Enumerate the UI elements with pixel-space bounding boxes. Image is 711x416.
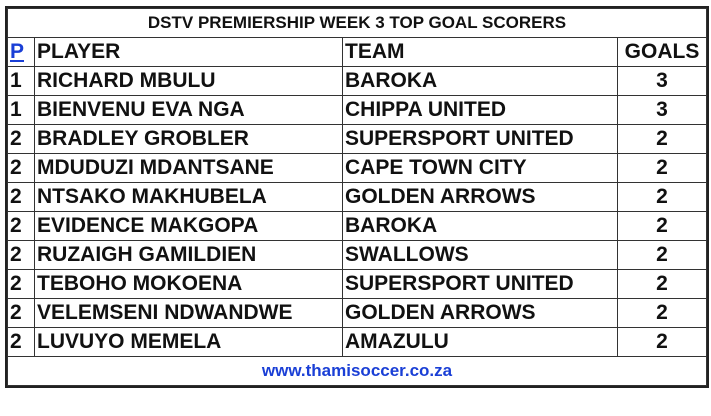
position-cell: 2	[7, 153, 35, 183]
team-cell: GOLDEN ARROWS	[342, 182, 618, 212]
player-cell: BRADLEY GROBLER	[34, 124, 343, 154]
position-cell: 1	[7, 66, 35, 96]
goals-cell: 2	[617, 269, 707, 299]
position-header-link[interactable]: P	[10, 40, 25, 63]
team-cell: BAROKA	[342, 66, 618, 96]
team-cell: GOLDEN ARROWS	[342, 298, 618, 328]
position-cell: 2	[7, 211, 35, 241]
goals-header: GOALS	[617, 37, 707, 67]
player-cell: NTSAKO MAKHUBELA	[34, 182, 343, 212]
team-header: TEAM	[342, 37, 618, 67]
website-footer: www.thamisoccer.co.za	[7, 356, 707, 386]
table-row: 2 NTSAKO MAKHUBELA GOLDEN ARROWS 2	[7, 182, 707, 212]
goals-cell: 2	[617, 298, 707, 328]
position-cell: 1	[7, 95, 35, 125]
position-cell: 2	[7, 240, 35, 270]
team-cell: CAPE TOWN CITY	[342, 153, 618, 183]
table-row: 2 MDUDUZI MDANTSANE CAPE TOWN CITY 2	[7, 153, 707, 183]
team-cell: SUPERSPORT UNITED	[342, 124, 618, 154]
table-row: 2 EVIDENCE MAKGOPA BAROKA 2	[7, 211, 707, 241]
goals-cell: 3	[617, 95, 707, 125]
player-cell: LUVUYO MEMELA	[34, 327, 343, 357]
position-cell: 2	[7, 269, 35, 299]
goals-cell: 2	[617, 240, 707, 270]
player-cell: MDUDUZI MDANTSANE	[34, 153, 343, 183]
player-cell: TEBOHO MOKOENA	[34, 269, 343, 299]
goals-cell: 2	[617, 211, 707, 241]
goals-cell: 2	[617, 124, 707, 154]
scorers-table-container: DSTV PREMIERSHIP WEEK 3 TOP GOAL SCORERS…	[5, 6, 709, 388]
goals-cell: 3	[617, 66, 707, 96]
position-cell: 2	[7, 298, 35, 328]
table-title: DSTV PREMIERSHIP WEEK 3 TOP GOAL SCORERS	[7, 8, 707, 38]
scorers-table: DSTV PREMIERSHIP WEEK 3 TOP GOAL SCORERS…	[7, 8, 707, 386]
table-row: 1 BIENVENU EVA NGA CHIPPA UNITED 3	[7, 95, 707, 125]
position-cell: 2	[7, 327, 35, 357]
team-cell: SWALLOWS	[342, 240, 618, 270]
team-cell: BAROKA	[342, 211, 618, 241]
goals-cell: 2	[617, 182, 707, 212]
team-cell: AMAZULU	[342, 327, 618, 357]
player-cell: RUZAIGH GAMILDIEN	[34, 240, 343, 270]
goals-cell: 2	[617, 153, 707, 183]
position-cell: 2	[7, 124, 35, 154]
player-cell: EVIDENCE MAKGOPA	[34, 211, 343, 241]
player-header: PLAYER	[34, 37, 343, 67]
table-row: 2 BRADLEY GROBLER SUPERSPORT UNITED 2	[7, 124, 707, 154]
goals-cell: 2	[617, 327, 707, 357]
table-row: 2 TEBOHO MOKOENA SUPERSPORT UNITED 2	[7, 269, 707, 299]
header-row: P PLAYER TEAM GOALS	[7, 37, 707, 67]
position-cell: 2	[7, 182, 35, 212]
table-row: 2 LUVUYO MEMELA AMAZULU 2	[7, 327, 707, 357]
player-cell: BIENVENU EVA NGA	[34, 95, 343, 125]
table-row: 1 RICHARD MBULU BAROKA 3	[7, 66, 707, 96]
team-cell: CHIPPA UNITED	[342, 95, 618, 125]
table-row: 2 RUZAIGH GAMILDIEN SWALLOWS 2	[7, 240, 707, 270]
player-cell: RICHARD MBULU	[34, 66, 343, 96]
table-row: 2 VELEMSENI NDWANDWE GOLDEN ARROWS 2	[7, 298, 707, 328]
player-cell: VELEMSENI NDWANDWE	[34, 298, 343, 328]
team-cell: SUPERSPORT UNITED	[342, 269, 618, 299]
